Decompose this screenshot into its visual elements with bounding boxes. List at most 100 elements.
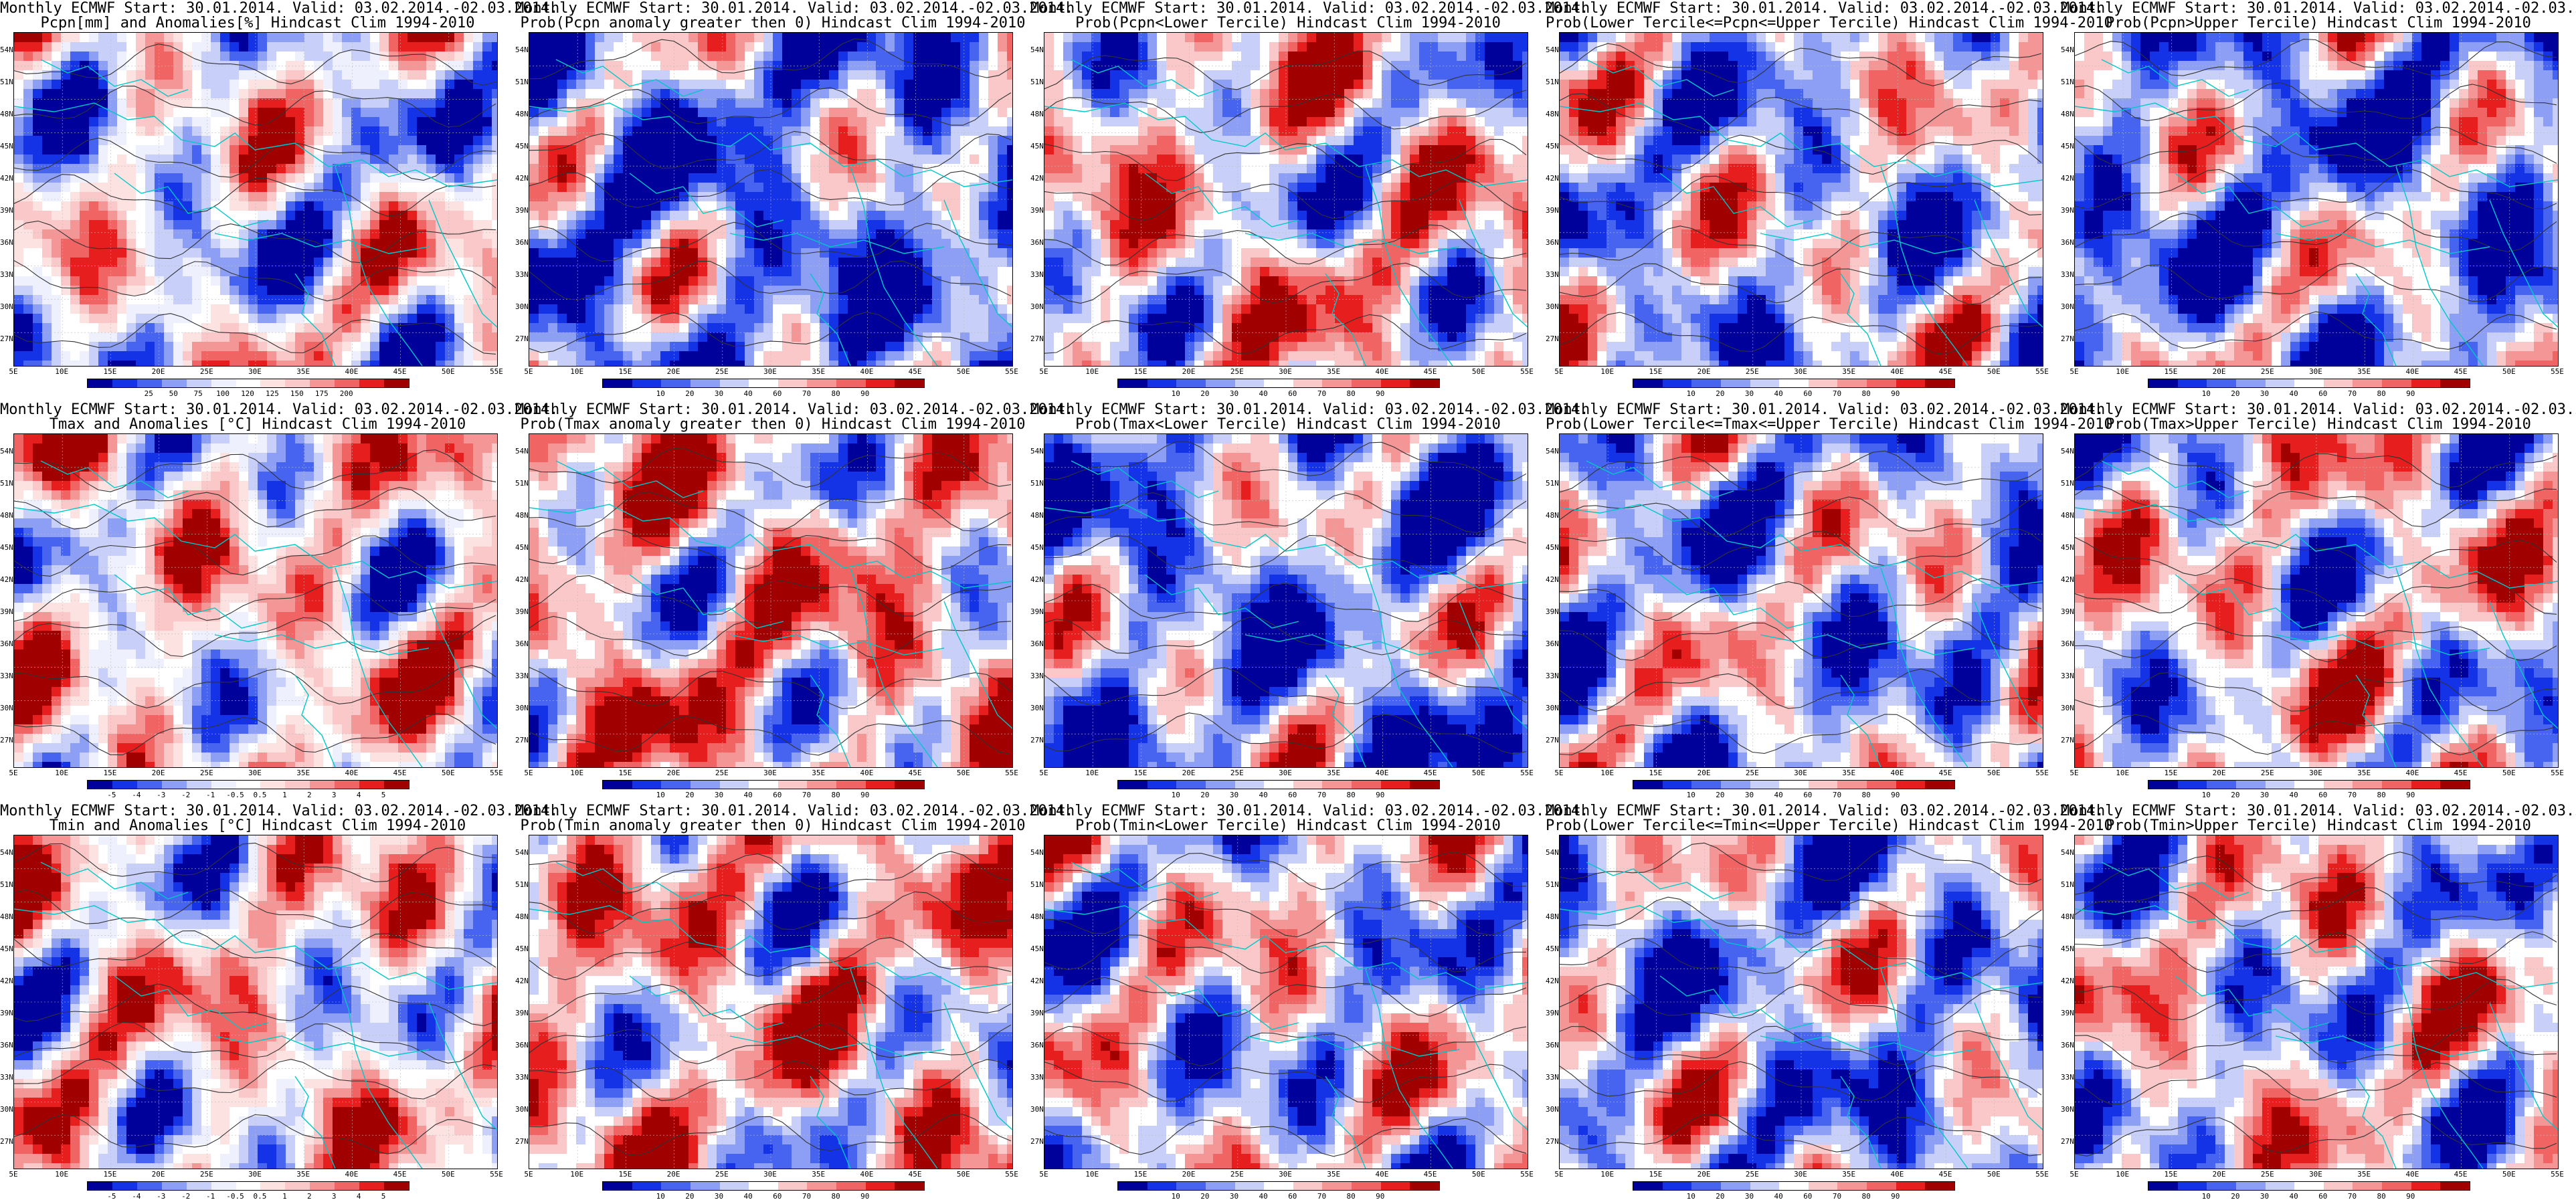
color-bar-segment (1633, 379, 1663, 387)
lat-tick-label: 27N (1030, 736, 1044, 744)
color-bar-segment (1293, 781, 1323, 789)
lon-tick-label: 25E (715, 769, 729, 777)
color-bar-segment (310, 379, 335, 387)
lat-tick-label: 48N (1030, 912, 1044, 921)
lat-tick-label: 54N (1546, 45, 1559, 54)
lon-tick-label: 5E (524, 367, 533, 376)
color-bar-segment (749, 1182, 778, 1190)
lon-tick-label: 55E (2035, 1170, 2049, 1179)
lon-tick-label: 10E (1600, 1170, 1614, 1179)
color-bar-segment (1837, 1182, 1867, 1190)
lat-tick-label: 30N (1546, 704, 1559, 712)
lat-tick-label: 51N (1546, 880, 1559, 889)
lon-tick-label: 35E (296, 1170, 310, 1179)
color-bar-segment (895, 379, 925, 387)
lon-tick-label: 25E (715, 1170, 729, 1179)
color-bar-tick: 25 (145, 389, 153, 398)
color-bar-segment (1380, 379, 1410, 387)
panel-title-line2: Prob(Lower Tercile<=Tmin<=Upper Tercile)… (1546, 819, 2113, 833)
color-bar-segment (2207, 379, 2236, 387)
color-bar-tick: 30 (1745, 1192, 1754, 1201)
map-panel-r1c1: Monthly ECMWF Start: 30.01.2014. Valid: … (515, 401, 1073, 803)
color-bar-segment (1234, 781, 1265, 789)
lon-tick-label: 55E (490, 769, 503, 777)
map-panel-r1c4: Monthly ECMWF Start: 30.01.2014. Valid: … (2061, 401, 2576, 803)
color-bar-tick: -4 (132, 791, 141, 799)
map-field (2075, 33, 2558, 366)
lon-tick-label: 55E (1005, 769, 1018, 777)
color-bar-segment (1380, 1182, 1410, 1190)
lat-tick-label: 39N (1030, 1009, 1044, 1017)
lat-tick-label: 36N (2061, 238, 2074, 247)
lon-tick-label: 25E (1746, 367, 1759, 376)
lat-tick-label: 39N (0, 607, 13, 616)
color-bar-segment (836, 781, 866, 789)
lon-tick-label: 50E (1987, 367, 2001, 376)
color-bar-segment (112, 781, 137, 789)
color-bar-tick: 70 (802, 791, 811, 799)
lon-tick-label: 20E (2213, 1170, 2226, 1179)
color-bar-tick: 80 (2377, 791, 2385, 799)
panel-title-line1: Monthly ECMWF Start: 30.01.2014. Valid: … (0, 403, 558, 417)
color-bar-segment (1662, 781, 1692, 789)
lon-tick-label: 35E (1842, 367, 1855, 376)
panel-title-line1: Monthly ECMWF Start: 30.01.2014. Valid: … (515, 804, 1073, 819)
lon-tick-label: 55E (2035, 769, 2049, 777)
map-field (1044, 835, 1528, 1169)
lon-tick-label: 15E (1649, 1170, 1662, 1179)
lon-tick-label: 10E (1600, 367, 1614, 376)
color-bar-segment (260, 781, 286, 789)
color-bar-tick: 10 (656, 1192, 665, 1201)
map-area (529, 433, 1013, 768)
color-bar-segment (1322, 781, 1352, 789)
color-bar-tick: 90 (1891, 1192, 1900, 1201)
color-bar (1633, 780, 1955, 789)
color-bar-segment (260, 379, 286, 387)
lat-tick-label: 45N (0, 142, 13, 150)
panel-title-line1: Monthly ECMWF Start: 30.01.2014. Valid: … (2061, 403, 2576, 417)
lat-tick-label: 42N (1546, 174, 1559, 183)
lon-tick-label: 50E (2502, 1170, 2516, 1179)
color-bar-tick: 125 (266, 389, 279, 398)
lat-tick-label: 30N (515, 704, 529, 712)
lon-tick-label: 45E (1939, 1170, 1952, 1179)
lon-tick-label: 30E (1794, 367, 1807, 376)
color-bar-segment (161, 1182, 187, 1190)
map-area (1044, 835, 1528, 1169)
lat-tick-label: 36N (2061, 639, 2074, 648)
lat-tick-label: 39N (515, 1009, 529, 1017)
lat-tick-label: 30N (1030, 1105, 1044, 1114)
lon-tick-label: 25E (2261, 1170, 2274, 1179)
lon-tick-label: 50E (1987, 1170, 2001, 1179)
panel-title-line2: Tmax and Anomalies [°C] Hindcast Clim 19… (0, 417, 515, 432)
lat-tick-label: 33N (1546, 270, 1559, 279)
color-bar (87, 1181, 409, 1191)
color-bar-segment (1750, 1182, 1780, 1190)
lon-tick-label: 20E (1182, 1170, 1196, 1179)
color-bar-segment (661, 379, 691, 387)
lat-tick-label: 48N (0, 912, 13, 921)
color-bar-tick: 40 (1774, 1192, 1783, 1201)
panel-title-line2: Prob(Tmin<Lower Tercile) Hindcast Clim 1… (1030, 819, 1546, 833)
lat-tick-label: 36N (1030, 639, 1044, 648)
lat-tick-label: 54N (2061, 45, 2074, 54)
lon-tick-label: 10E (55, 769, 68, 777)
lon-tick-label: 20E (2213, 367, 2226, 376)
color-bar-segment (2382, 781, 2411, 789)
color-bar-tick: 20 (1200, 389, 1209, 398)
color-bar-segment (1410, 1182, 1440, 1190)
panel-title-line2: Tmin and Anomalies [°C] Hindcast Clim 19… (0, 819, 515, 833)
color-bar-segment (2265, 1182, 2295, 1190)
color-bar-tick: 90 (1891, 389, 1900, 398)
lon-tick-label: 30E (248, 1170, 262, 1179)
lon-tick-label: 55E (1005, 367, 1018, 376)
lon-tick-label: 10E (55, 367, 68, 376)
color-bar-tick: 70 (2348, 791, 2357, 799)
color-bar-tick: 70 (1317, 389, 1326, 398)
lat-tick-label: 39N (1030, 206, 1044, 215)
color-bar-segment (2235, 781, 2266, 789)
color-bar-segment (2353, 379, 2383, 387)
lat-tick-label: 51N (0, 78, 13, 86)
color-bar-tick: 60 (1288, 389, 1297, 398)
lon-tick-label: 50E (1472, 1170, 1485, 1179)
